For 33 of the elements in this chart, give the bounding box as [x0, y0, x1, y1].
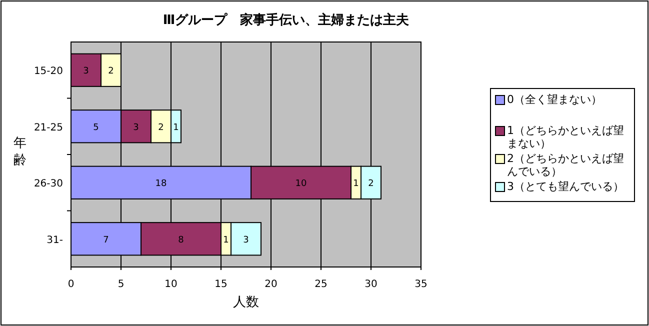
x-tick-label: 5	[118, 279, 124, 290]
data-label: 18	[155, 179, 167, 190]
data-label: 7	[103, 235, 109, 246]
data-label: 3	[133, 122, 139, 133]
data-label: 5	[93, 122, 99, 133]
data-label: 2	[158, 122, 164, 133]
y-tick-label: 26-30	[34, 178, 63, 190]
data-label: 10	[295, 179, 307, 190]
data-label: 1	[353, 179, 359, 190]
y-tick-label: 21-25	[34, 122, 63, 134]
chart-title: Ⅲグループ 家事手伝い、主婦または主夫	[162, 12, 410, 28]
legend-label: 1（どちらかといえば望まない）	[507, 124, 625, 150]
x-tick-label: 10	[164, 279, 178, 290]
data-label: 1	[223, 235, 229, 246]
y-axis-title: 年齢	[14, 136, 26, 168]
x-tick-label: 35	[414, 279, 428, 290]
data-label: 2	[108, 66, 114, 77]
legend-label: 0（全く望まない）	[507, 93, 602, 106]
data-label: 1	[173, 122, 179, 133]
x-tick-label: 30	[364, 279, 378, 290]
x-tick-label: 0	[68, 279, 74, 290]
x-tick-label: 15	[214, 279, 228, 290]
x-axis-title: 人数	[233, 295, 259, 310]
data-label: 2	[368, 179, 374, 190]
y-tick-label: 31-	[46, 234, 64, 246]
legend-label: 3（とても望んでいる）	[507, 180, 624, 193]
data-label: 3	[243, 235, 249, 246]
x-tick-label: 20	[264, 279, 278, 290]
x-tick-label: 25	[314, 279, 328, 290]
legend-label: 2（どちらかといえば望んでいる）	[507, 152, 625, 178]
data-label: 8	[178, 235, 184, 246]
data-label: 3	[83, 66, 89, 77]
y-tick-label: 15-20	[34, 66, 63, 78]
